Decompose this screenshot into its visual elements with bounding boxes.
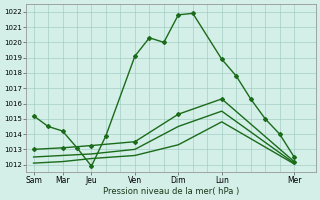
X-axis label: Pression niveau de la mer( hPa ): Pression niveau de la mer( hPa )	[103, 187, 239, 196]
